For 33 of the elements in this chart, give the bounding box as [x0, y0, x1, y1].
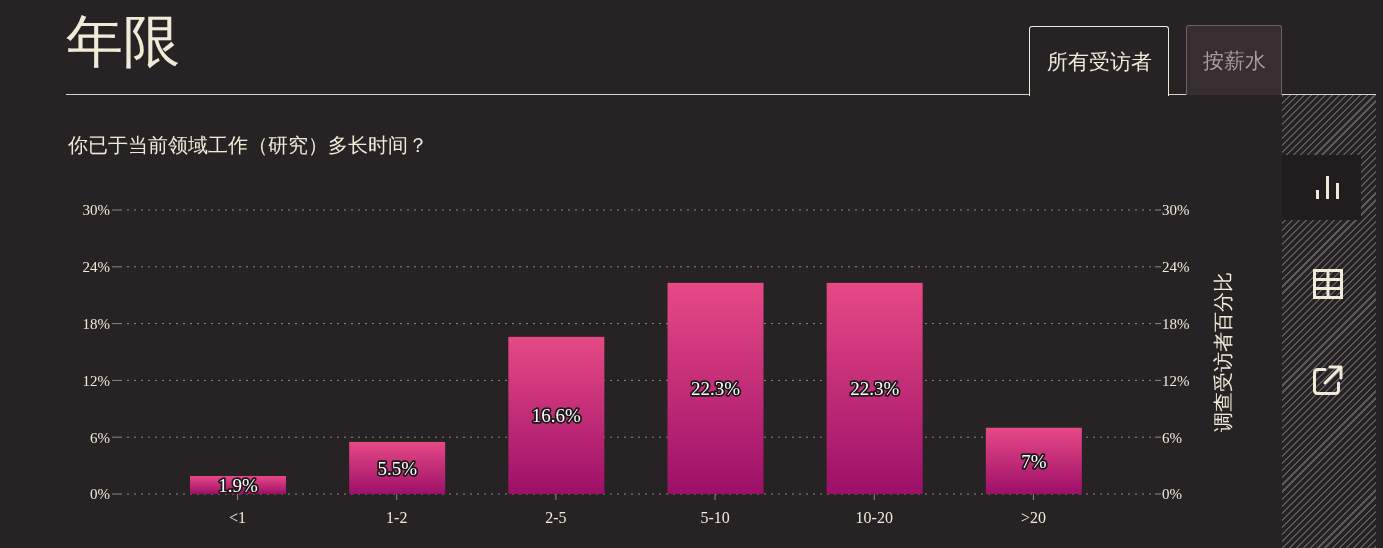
x-tick-label: >20: [1020, 509, 1046, 527]
data-label: 22.3%: [850, 377, 900, 399]
y2-tick-label: 18%: [1162, 315, 1190, 332]
y2-axis-title: 调查受访者百分比: [1211, 272, 1234, 432]
x-tick-label: 2-5: [545, 509, 567, 527]
y-tick-label: 6%: [90, 429, 110, 446]
data-label: 1.9%: [218, 474, 258, 496]
x-tick-label: 1-2: [386, 509, 408, 527]
chart-subtitle: 你已于当前领域工作（研究）多长时间？: [68, 133, 428, 158]
y-tick-label: 12%: [82, 372, 110, 389]
data-label: 16.6%: [531, 404, 582, 426]
x-tick-label: 10-20: [855, 509, 893, 527]
y2-tick-label: 12%: [1162, 372, 1190, 389]
bar: [826, 282, 923, 494]
y-tick-label: 24%: [82, 259, 110, 276]
y-tick-label: 30%: [82, 202, 110, 219]
y-tick-label: 18%: [82, 315, 110, 332]
y2-tick-label: 30%: [1162, 202, 1190, 219]
y2-tick-label: 24%: [1162, 259, 1190, 276]
bar: [985, 427, 1082, 494]
bar: [508, 336, 605, 494]
tab-button: 所有受访者: [1029, 26, 1169, 96]
y-tick-label: 0%: [90, 486, 110, 503]
y2-tick-label: 6%: [1162, 429, 1182, 446]
data-label: 22.3%: [690, 377, 741, 399]
data-label: 7%: [1021, 450, 1047, 472]
x-tick-label: <1: [229, 509, 247, 527]
data-label: 5.5%: [377, 457, 418, 479]
bar: [667, 282, 764, 494]
chart-title: 年限: [66, 9, 180, 75]
tab-button: 按薪水: [1186, 25, 1282, 95]
x-tick-label: 5-10: [700, 509, 730, 527]
y2-tick-label: 0%: [1162, 486, 1182, 503]
